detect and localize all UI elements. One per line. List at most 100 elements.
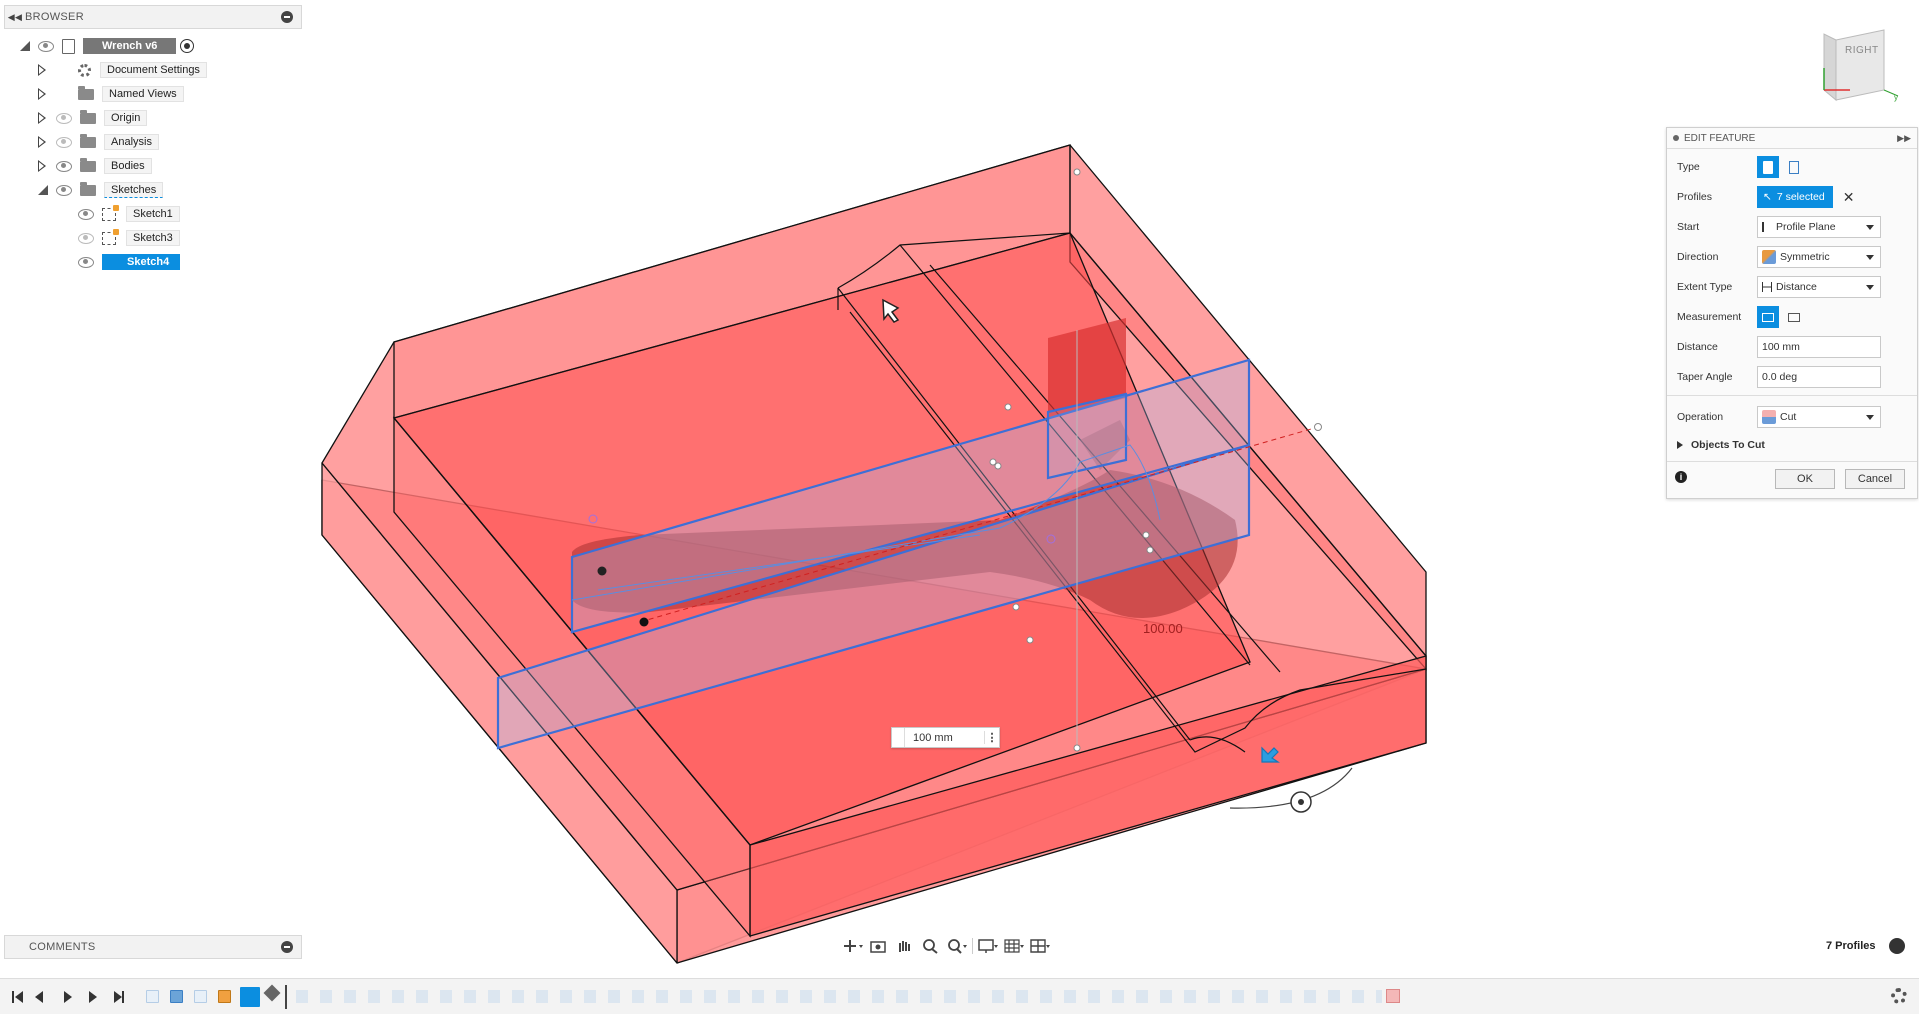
distance-icon (1762, 282, 1772, 292)
tree-item-document-settings[interactable]: Document Settings (38, 61, 207, 79)
browser-header[interactable]: ◀◀ BROWSER (4, 5, 302, 29)
measurement-option-1-icon[interactable] (1757, 306, 1779, 328)
timeline-marker[interactable] (263, 984, 281, 1002)
info-icon[interactable]: i (1675, 471, 1687, 483)
tree-item-origin[interactable]: Origin (38, 109, 148, 127)
visibility-icon[interactable] (38, 40, 54, 52)
orbit-icon[interactable] (842, 938, 864, 954)
expand-icon[interactable] (38, 88, 46, 100)
pan-icon[interactable] (894, 938, 916, 954)
operation-dropdown[interactable]: Cut (1757, 406, 1881, 428)
tree-item-sketch3[interactable]: Sketch3 (78, 228, 180, 247)
divider (1667, 395, 1917, 396)
start-dropdown[interactable]: Profile Plane (1757, 216, 1881, 238)
cancel-button[interactable]: Cancel (1845, 469, 1905, 489)
distance-input-box[interactable]: 100 mm ⋮ (891, 727, 1000, 748)
expand-icon[interactable] (38, 160, 46, 172)
comments-title: COMMENTS (29, 941, 96, 953)
profiles-status: 7 Profiles (1826, 940, 1876, 952)
timeline-body-icon[interactable] (218, 990, 231, 1003)
tree-item-sketch1[interactable]: Sketch1 (78, 204, 180, 223)
timeline-sketch-icon[interactable] (146, 990, 159, 1003)
selection-filter-icon[interactable] (1889, 938, 1905, 954)
expand-icon[interactable] (38, 112, 46, 124)
tree-item-analysis[interactable]: Analysis (38, 133, 159, 151)
chevron-down-icon (1866, 284, 1874, 290)
root-label[interactable]: Wrench v6 (83, 38, 177, 54)
playback-controls[interactable] (12, 991, 124, 1003)
clear-selection-icon[interactable]: ✕ (1842, 188, 1855, 205)
activate-icon[interactable] (180, 39, 195, 53)
expand-icon[interactable] (38, 136, 46, 148)
visibility-icon[interactable] (56, 184, 72, 196)
objects-to-cut-label: Objects To Cut (1691, 439, 1765, 451)
distance-field[interactable]: 100 mm (1757, 336, 1881, 358)
tree-item-bodies[interactable]: Bodies (38, 157, 152, 175)
tree-root[interactable]: Wrench v6 (20, 37, 195, 55)
chevron-down-icon (1866, 224, 1874, 230)
folder-icon (80, 157, 96, 172)
visibility-icon[interactable] (56, 160, 72, 172)
distance-input[interactable]: 100 mm (913, 731, 953, 744)
start-value: Profile Plane (1776, 221, 1836, 233)
expand-panel-icon[interactable]: ▶▶ (1897, 132, 1911, 143)
timeline-active-sketch-icon[interactable] (240, 987, 260, 1007)
timeline-feature-icons[interactable] (296, 990, 1382, 1003)
extent-value: Distance (1776, 281, 1817, 293)
measurement-option-2-icon[interactable] (1783, 306, 1805, 328)
zoom-window-icon[interactable] (946, 938, 968, 954)
expand-icon[interactable] (1677, 441, 1683, 449)
look-at-icon[interactable] (868, 938, 890, 954)
visibility-icon[interactable] (78, 232, 94, 244)
profiles-row: Profiles ↖ 7 selected ✕ (1667, 185, 1917, 209)
ok-button[interactable]: OK (1775, 469, 1835, 489)
profiles-select-button[interactable]: ↖ 7 selected (1757, 186, 1833, 208)
objects-to-cut-row[interactable]: Objects To Cut (1667, 433, 1917, 457)
extent-type-dropdown[interactable]: Distance (1757, 276, 1881, 298)
edit-feature-header[interactable]: EDIT FEATURE ▶▶ (1667, 128, 1917, 149)
dimension-label: 100.00 (1143, 621, 1183, 636)
tree-item-sketches[interactable]: Sketches (38, 181, 164, 199)
visibility-icon[interactable] (78, 256, 94, 268)
operation-value: Cut (1780, 411, 1797, 423)
document-icon (62, 38, 75, 54)
visibility-icon[interactable] (78, 208, 94, 220)
collapse-icon[interactable]: ◀◀ (7, 11, 23, 22)
solid-type-icon[interactable] (1757, 156, 1779, 178)
measurement-row: Measurement (1667, 305, 1917, 329)
edit-feature-panel: EDIT FEATURE ▶▶ Type Profiles ↖ 7 selecte… (1666, 127, 1918, 499)
zoom-icon[interactable] (920, 938, 942, 954)
timeline-extrude-icon[interactable] (170, 990, 183, 1003)
display-settings-icon[interactable] (977, 938, 999, 954)
direction-axis (639, 426, 1319, 623)
sketch-icon (102, 228, 119, 245)
tree-item-sketch4[interactable]: Sketch4 (78, 253, 181, 271)
grid-icon[interactable] (1003, 938, 1025, 954)
gear-icon (78, 63, 91, 77)
collapse-icon[interactable] (38, 185, 48, 195)
expand-icon[interactable] (20, 41, 30, 51)
minimize-icon[interactable] (281, 11, 293, 23)
visibility-icon[interactable] (56, 136, 72, 148)
surface-type-icon[interactable] (1783, 156, 1805, 178)
taper-angle-field[interactable]: 0.0 deg (1757, 366, 1881, 388)
expand-icon[interactable] (38, 64, 46, 76)
timeline-settings-gear-icon[interactable] (1891, 988, 1907, 1004)
more-icon[interactable]: ⋮ (984, 731, 999, 744)
timeline-cut-icon[interactable] (1386, 989, 1400, 1003)
extent-type-row: Extent Type Distance (1667, 275, 1917, 299)
timeline-sketch-icon[interactable] (194, 990, 207, 1003)
profiles-count: 7 selected (1776, 191, 1825, 203)
direction-dropdown[interactable]: Symmetric (1757, 246, 1881, 268)
viewports-icon[interactable] (1029, 938, 1051, 954)
viewcube[interactable]: y RIGHT (1820, 28, 1916, 108)
distance-manipulator[interactable] (882, 298, 1280, 763)
comments-panel[interactable]: COMMENTS (4, 935, 302, 959)
profile-outline[interactable] (496, 358, 1251, 750)
type-label: Type (1677, 161, 1700, 173)
operation-row: Operation Cut (1667, 405, 1917, 429)
visibility-icon[interactable] (56, 112, 72, 124)
add-comment-icon[interactable] (281, 941, 293, 953)
tree-item-named-views[interactable]: Named Views (38, 85, 184, 103)
